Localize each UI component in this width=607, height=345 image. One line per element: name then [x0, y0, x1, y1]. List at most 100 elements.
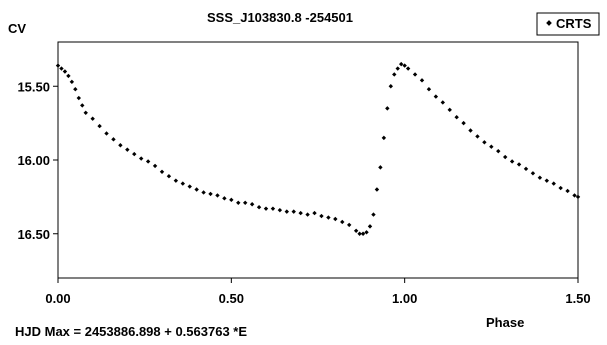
data-point [145, 159, 151, 164]
data-point [215, 193, 220, 198]
y-tick-label: 16.50 [17, 227, 50, 242]
data-point [236, 200, 241, 205]
x-tick-label: 0.00 [45, 291, 70, 306]
data-point [104, 131, 109, 136]
data-point [222, 196, 227, 201]
y-tick-label: 16.00 [17, 153, 50, 168]
data-point [357, 231, 362, 236]
data-point [388, 84, 393, 89]
data-point [270, 206, 276, 211]
data-point [440, 100, 445, 105]
data-point [80, 103, 85, 108]
data-point [468, 128, 473, 133]
data-point [312, 210, 317, 216]
data-point [572, 193, 577, 198]
data-point [399, 61, 404, 67]
data-point [333, 216, 338, 222]
data-point [551, 181, 556, 186]
data-point [367, 224, 373, 229]
data-point [503, 154, 508, 160]
data-point [62, 69, 68, 74]
data-point [125, 147, 130, 152]
data-point [326, 215, 331, 220]
axes: 0.00 0.50 1.00 1.50 15.50 16.00 16.50 [17, 79, 590, 306]
x-tick-label: 0.50 [219, 291, 244, 306]
data-point [395, 66, 400, 71]
data-point [249, 202, 255, 207]
data-point [305, 212, 310, 217]
ephemeris-annotation: HJD Max = 2453886.898 + 0.563763 *E [15, 324, 247, 339]
data-point [76, 95, 81, 101]
legend-marker-icon [546, 20, 552, 26]
data-point [374, 187, 380, 192]
data-point [159, 169, 165, 174]
data-point [59, 66, 64, 71]
data-point [482, 140, 487, 145]
data-point [83, 110, 88, 115]
data-point [461, 120, 466, 126]
data-point [509, 159, 515, 164]
data-point [475, 134, 480, 139]
data-point [194, 187, 199, 192]
data-point [166, 174, 172, 179]
data-point [263, 206, 269, 211]
data-point [180, 181, 185, 186]
data-point [447, 107, 452, 113]
data-point [208, 191, 213, 197]
data-point [173, 178, 179, 183]
data-point [152, 163, 158, 169]
data-points [55, 61, 581, 236]
data-point [298, 210, 303, 216]
x-tick-label: 1.50 [565, 291, 590, 306]
data-point [132, 151, 137, 157]
data-point [419, 78, 425, 83]
data-point [544, 178, 549, 183]
plot-area-frame [57, 41, 579, 279]
data-point [496, 148, 501, 154]
data-point [256, 205, 262, 210]
data-point [284, 209, 289, 214]
data-point [139, 156, 144, 161]
data-point [454, 115, 459, 120]
y-axis-label: CV [8, 21, 26, 36]
data-point [565, 188, 570, 194]
data-point [69, 79, 75, 85]
data-point [277, 207, 283, 213]
data-point [405, 66, 411, 71]
data-point [73, 87, 78, 92]
data-point [319, 213, 324, 219]
data-point [516, 162, 522, 167]
data-point [340, 219, 345, 225]
data-point [523, 166, 529, 172]
data-point [187, 184, 192, 189]
data-point [489, 144, 494, 149]
data-point [360, 231, 366, 236]
data-point [97, 123, 102, 129]
data-point [364, 230, 369, 235]
data-point [392, 72, 397, 77]
data-point [90, 116, 95, 121]
x-axis-label: Phase [486, 315, 524, 330]
data-point [537, 175, 543, 180]
data-point [381, 135, 387, 141]
chart-title: SSS_J103830.8 -254501 [207, 10, 353, 25]
data-point [371, 212, 376, 217]
data-point [385, 106, 390, 111]
data-point [575, 194, 581, 200]
data-point [229, 197, 234, 203]
data-point [291, 209, 296, 214]
data-point [426, 87, 432, 92]
data-point [347, 222, 352, 228]
y-tick-label: 15.50 [17, 79, 50, 94]
data-point [378, 165, 383, 170]
data-point [530, 171, 536, 176]
data-point [201, 190, 206, 195]
data-point [66, 73, 71, 79]
legend-box [536, 12, 600, 36]
legend: CRTS [536, 12, 600, 36]
data-point [118, 143, 123, 148]
data-point [111, 137, 116, 142]
data-point [402, 63, 407, 68]
data-point [558, 185, 563, 191]
